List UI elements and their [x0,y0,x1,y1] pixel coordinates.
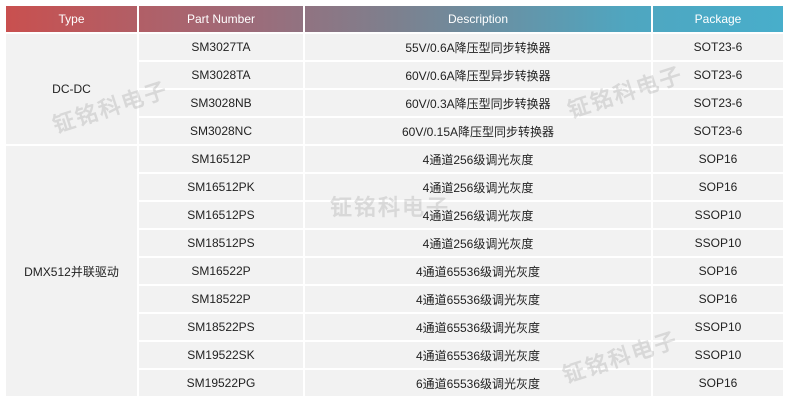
package-cell: SOP16 [653,146,783,172]
part-number-cell: SM18522PS [139,314,303,340]
part-number-cell: SM19522PG [139,370,303,396]
table-row: SM16512PK 4通道256级调光灰度 SOP16 [6,174,783,200]
type-cell: DMX512并联驱动 [6,146,137,396]
description-cell: 4通道65536级调光灰度 [305,286,651,312]
package-cell: SOT23-6 [653,90,783,116]
table-row: SM19522PG 6通道65536级调光灰度 SOP16 [6,370,783,396]
package-cell: SOT23-6 [653,62,783,88]
description-cell: 4通道65536级调光灰度 [305,314,651,340]
part-number-cell: SM18512PS [139,230,303,256]
part-number-cell: SM3028TA [139,62,303,88]
part-number-cell: SM18522P [139,286,303,312]
part-number-cell: SM19522SK [139,342,303,368]
header-description: Description [447,12,509,26]
table-row: SM3028NC 60V/0.15A降压型同步转换器 SOT23-6 [6,118,783,144]
description-cell: 60V/0.3A降压型同步转换器 [305,90,651,116]
package-cell: SSOP10 [653,342,783,368]
description-cell: 6通道65536级调光灰度 [305,370,651,396]
package-cell: SOP16 [653,286,783,312]
header-type: Type [58,12,85,26]
table-row: SM3028TA 60V/0.6A降压型异步转换器 SOT23-6 [6,62,783,88]
description-cell: 4通道256级调光灰度 [305,202,651,228]
description-cell: 60V/0.6A降压型异步转换器 [305,62,651,88]
package-cell: SSOP10 [653,314,783,340]
package-cell: SSOP10 [653,202,783,228]
table-row: SM3028NB 60V/0.3A降压型同步转换器 SOT23-6 [6,90,783,116]
header-part-number: Part Number [186,12,256,26]
table-row: DC-DC SM3027TA 55V/0.6A降压型同步转换器 SOT23-6 [6,34,783,144]
table-row: SM19522SK 4通道65536级调光灰度 SSOP10 [6,342,783,368]
table-row: SM18522P 4通道65536级调光灰度 SOP16 [6,286,783,312]
part-number-cell: SM16512PS [139,202,303,228]
table-row: SM16522P 4通道65536级调光灰度 SOP16 [6,258,783,284]
package-cell: SSOP10 [653,230,783,256]
package-cell: SOP16 [653,370,783,396]
table-row: SM16512PS 4通道256级调光灰度 SSOP10 [6,202,783,228]
table-row: SM18512PS 4通道256级调光灰度 SSOP10 [6,230,783,256]
package-cell: SOT23-6 [653,118,783,144]
type-cell: DC-DC [6,34,137,144]
description-cell: 4通道65536级调光灰度 [305,342,651,368]
description-cell: 4通道256级调光灰度 [305,146,651,172]
part-number-cell: SM3028NB [139,90,303,116]
part-number-cell: SM16512PK [139,174,303,200]
package-cell: SOP16 [653,174,783,200]
description-cell: 4通道65536级调光灰度 [305,258,651,284]
package-cell: SOP16 [653,258,783,284]
table-row: SM18522PS 4通道65536级调光灰度 SSOP10 [6,314,783,340]
table-row: DMX512并联驱动 SM16512P 4通道256级调光灰度 SOP16 [6,146,783,396]
description-cell: 60V/0.15A降压型同步转换器 [305,118,651,144]
product-table: Type Part Number Description Package DC-… [4,4,785,398]
part-number-cell: SM3028NC [139,118,303,144]
part-number-cell: SM16522P [139,258,303,284]
description-cell: 4通道256级调光灰度 [305,230,651,256]
part-number-cell: SM16512P [139,146,303,172]
description-cell: 4通道256级调光灰度 [305,174,651,200]
header-package: Package [694,12,742,26]
part-number-cell: SM3027TA [139,34,303,60]
header-row: Type Part Number Description Package [6,6,783,32]
package-cell: SOT23-6 [653,34,783,60]
description-cell: 55V/0.6A降压型同步转换器 [305,34,651,60]
